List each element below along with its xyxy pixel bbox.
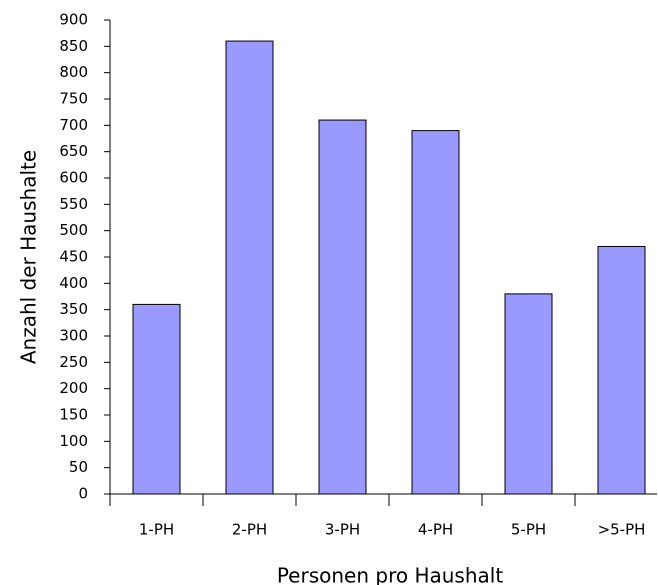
x-tick-label: 1-PH <box>139 521 174 539</box>
y-tick-label: 800 <box>59 63 88 81</box>
x-axis-title: Personen pro Haushalt <box>277 564 503 585</box>
y-tick-label: 100 <box>59 432 88 450</box>
bar <box>318 119 367 495</box>
y-tick-label: 0 <box>78 485 88 503</box>
y-tick-label: 150 <box>59 406 88 424</box>
y-tick-label: 600 <box>59 169 88 187</box>
y-tick-label: 400 <box>59 274 88 292</box>
y-tick-label: 250 <box>59 353 88 371</box>
y-tick-label: 450 <box>59 248 88 266</box>
y-tick-label: 50 <box>69 458 88 476</box>
bar <box>597 245 646 495</box>
x-tick-label: 5-PH <box>511 521 546 539</box>
bar <box>504 293 553 495</box>
y-tick-label: 900 <box>59 11 88 29</box>
y-tick-label: 350 <box>59 300 88 318</box>
y-tick-label: 300 <box>59 327 88 345</box>
y-tick-label: 650 <box>59 142 88 160</box>
y-tick-label: 200 <box>59 379 88 397</box>
bar <box>225 40 274 495</box>
x-tick-label: 4-PH <box>418 521 453 539</box>
y-tick-label: 700 <box>59 116 88 134</box>
x-tick-label: 3-PH <box>325 521 360 539</box>
y-tick-label: 550 <box>59 195 88 213</box>
bar <box>411 130 460 495</box>
x-tick-label: >5-PH <box>598 521 646 539</box>
bar <box>132 303 181 495</box>
y-tick-label: 850 <box>59 37 88 55</box>
y-tick-label: 500 <box>59 221 88 239</box>
y-axis-title: Anzahl der Haushalte <box>17 150 41 364</box>
y-tick-label: 750 <box>59 90 88 108</box>
x-tick-label: 2-PH <box>232 521 267 539</box>
